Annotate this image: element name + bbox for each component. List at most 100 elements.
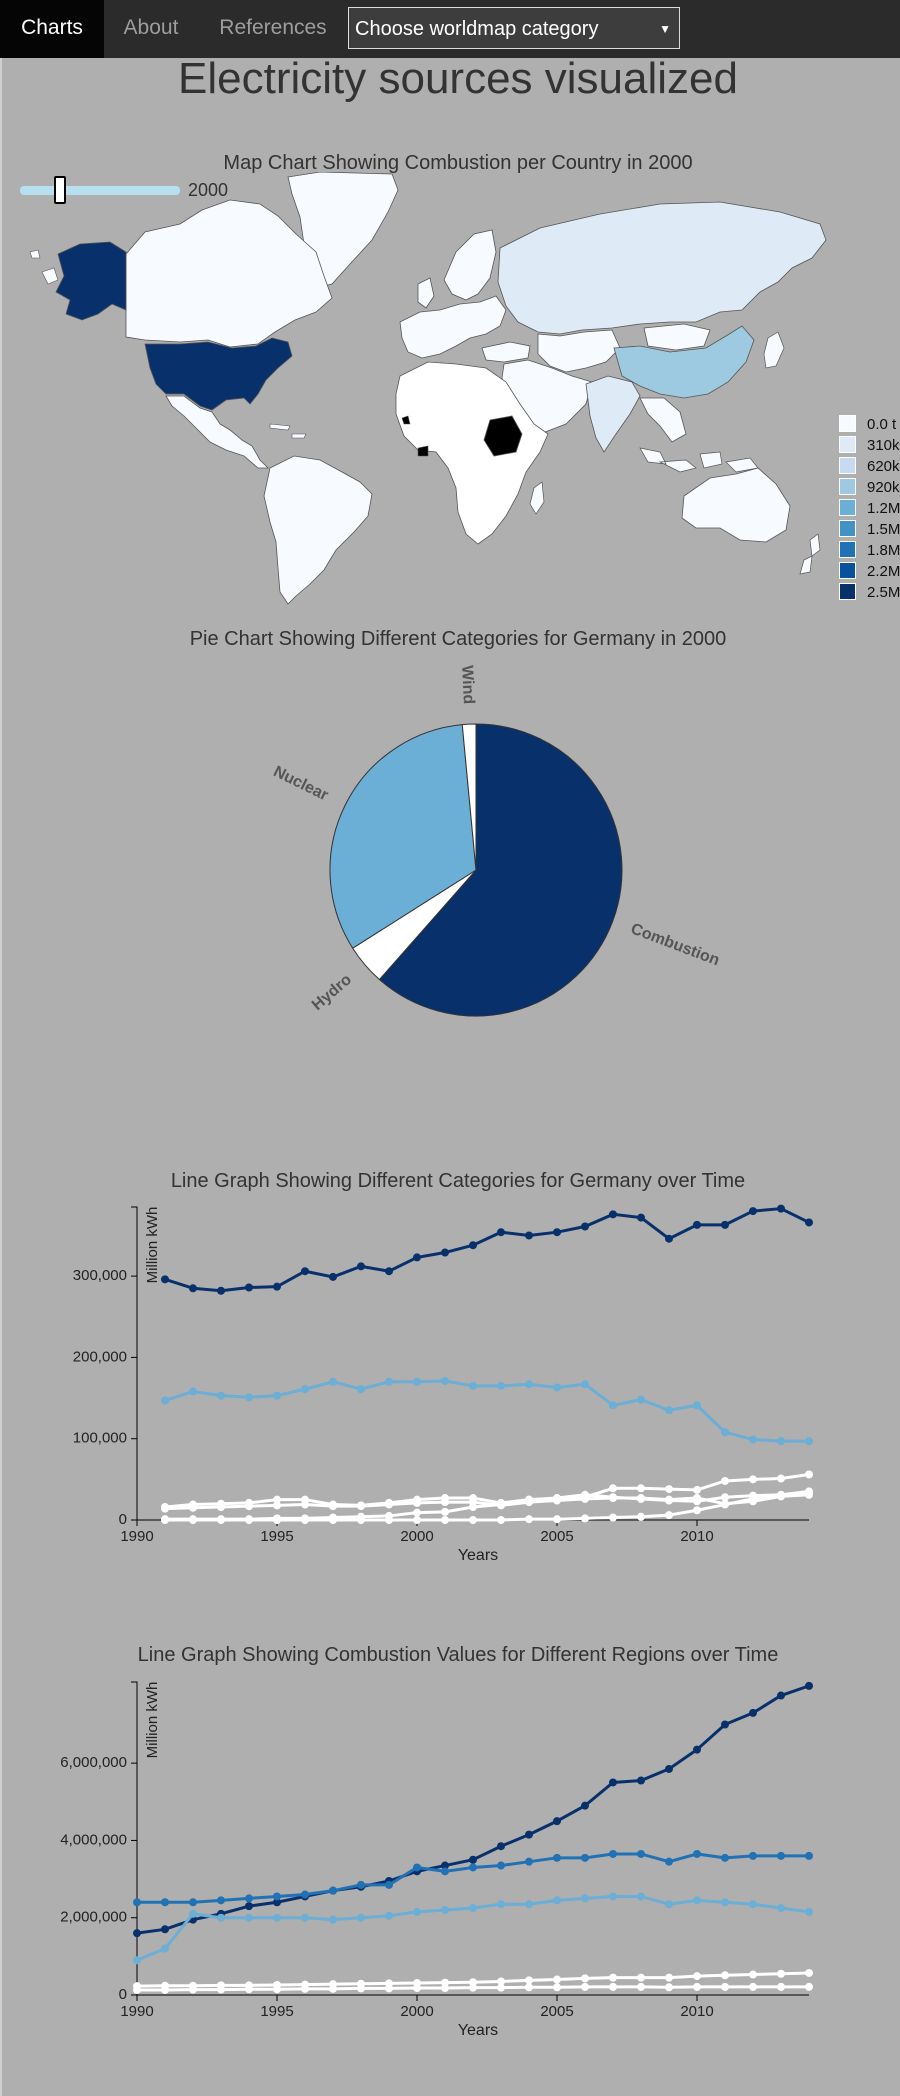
data-point[interactable] — [133, 1929, 141, 1938]
data-point[interactable] — [525, 1495, 533, 1504]
data-point[interactable] — [217, 1391, 225, 1400]
data-point[interactable] — [217, 1516, 225, 1524]
data-point[interactable] — [525, 1515, 533, 1524]
nav-references[interactable]: References — [219, 16, 327, 39]
country-uk[interactable] — [417, 277, 435, 309]
data-point[interactable] — [609, 1401, 617, 1410]
data-point[interactable] — [441, 1984, 449, 1993]
data-point[interactable] — [357, 1262, 365, 1271]
data-point[interactable] — [357, 1984, 365, 1993]
data-point[interactable] — [273, 1913, 281, 1922]
year-slider[interactable] — [20, 176, 180, 204]
data-point[interactable] — [693, 1849, 701, 1858]
data-point[interactable] — [301, 1913, 309, 1922]
country-scandinavia[interactable] — [443, 229, 497, 301]
data-point[interactable] — [413, 1508, 421, 1517]
country-brazil-region[interactable] — [263, 455, 373, 605]
data-point[interactable] — [413, 1253, 421, 1262]
data-point[interactable] — [693, 1401, 701, 1410]
data-point[interactable] — [749, 1900, 757, 1909]
data-point[interactable] — [553, 1983, 561, 1992]
data-point[interactable] — [469, 1381, 477, 1390]
data-point[interactable] — [665, 1406, 673, 1415]
data-point[interactable] — [161, 1944, 169, 1953]
data-point[interactable] — [413, 1907, 421, 1916]
data-point[interactable] — [581, 1894, 589, 1903]
data-point[interactable] — [581, 1982, 589, 1991]
country-madagascar[interactable] — [529, 481, 545, 515]
data-point[interactable] — [637, 1395, 645, 1404]
data-point[interactable] — [525, 1231, 533, 1240]
data-point[interactable] — [133, 1956, 141, 1965]
data-point[interactable] — [273, 1391, 281, 1400]
data-point[interactable] — [357, 1913, 365, 1922]
data-point[interactable] — [721, 1476, 729, 1485]
data-point[interactable] — [413, 1377, 421, 1386]
data-point[interactable] — [245, 1894, 253, 1903]
data-point[interactable] — [441, 1507, 449, 1516]
data-point[interactable] — [329, 1915, 337, 1924]
country-sierra-leone[interactable] — [417, 445, 429, 457]
data-point[interactable] — [721, 1220, 729, 1229]
data-point[interactable] — [497, 1842, 505, 1851]
data-point[interactable] — [805, 1851, 813, 1860]
data-point[interactable] — [245, 1913, 253, 1922]
data-point[interactable] — [749, 1494, 757, 1503]
country-alaska[interactable] — [55, 241, 127, 321]
data-point[interactable] — [413, 1984, 421, 1993]
data-point[interactable] — [721, 1500, 729, 1509]
data-point[interactable] — [329, 1502, 337, 1511]
data-point[interactable] — [805, 1218, 813, 1227]
data-point[interactable] — [413, 1516, 421, 1524]
data-point[interactable] — [469, 1855, 477, 1864]
data-point[interactable] — [609, 1493, 617, 1502]
data-point[interactable] — [777, 1982, 785, 1991]
data-point[interactable] — [553, 1817, 561, 1826]
data-point[interactable] — [609, 1484, 617, 1493]
data-point[interactable] — [189, 1516, 197, 1524]
data-point[interactable] — [805, 1982, 813, 1991]
data-point[interactable] — [665, 1511, 673, 1520]
data-point[interactable] — [553, 1494, 561, 1503]
data-point[interactable] — [553, 1896, 561, 1905]
data-point[interactable] — [525, 1976, 533, 1985]
data-point[interactable] — [553, 1228, 561, 1237]
data-point[interactable] — [721, 1971, 729, 1980]
data-point[interactable] — [469, 1241, 477, 1250]
data-point[interactable] — [749, 1435, 757, 1444]
data-point[interactable] — [217, 1502, 225, 1511]
data-point[interactable] — [161, 1985, 169, 1994]
data-point[interactable] — [749, 1475, 757, 1484]
data-point[interactable] — [413, 1498, 421, 1507]
data-point[interactable] — [301, 1500, 309, 1509]
data-point[interactable] — [693, 1485, 701, 1494]
data-point[interactable] — [581, 1801, 589, 1810]
pie-slice-nuclear[interactable] — [329, 724, 477, 949]
data-point[interactable] — [665, 1485, 673, 1494]
data-point[interactable] — [385, 1984, 393, 1993]
data-point[interactable] — [497, 1500, 505, 1509]
data-point[interactable] — [273, 1898, 281, 1907]
data-point[interactable] — [609, 1892, 617, 1901]
data-point[interactable] — [805, 1487, 813, 1496]
data-point[interactable] — [497, 1228, 505, 1237]
data-point[interactable] — [665, 1764, 673, 1773]
data-point[interactable] — [273, 1501, 281, 1510]
data-point[interactable] — [245, 1516, 253, 1524]
data-point[interactable] — [385, 1377, 393, 1386]
data-point[interactable] — [637, 1892, 645, 1901]
pie-slice-wind[interactable] — [461, 723, 477, 871]
data-point[interactable] — [721, 1428, 729, 1437]
data-point[interactable] — [525, 1857, 533, 1866]
data-point[interactable] — [609, 1849, 617, 1858]
data-point[interactable] — [301, 1516, 309, 1524]
data-point[interactable] — [469, 1502, 477, 1511]
country-australia[interactable] — [681, 467, 791, 543]
data-point[interactable] — [245, 1985, 253, 1994]
data-point[interactable] — [693, 1972, 701, 1981]
data-point[interactable] — [553, 1383, 561, 1392]
country-russia[interactable] — [497, 201, 827, 335]
country-central-asia[interactable] — [537, 329, 621, 373]
data-point[interactable] — [161, 1516, 169, 1524]
country-mongolia[interactable] — [643, 323, 711, 351]
